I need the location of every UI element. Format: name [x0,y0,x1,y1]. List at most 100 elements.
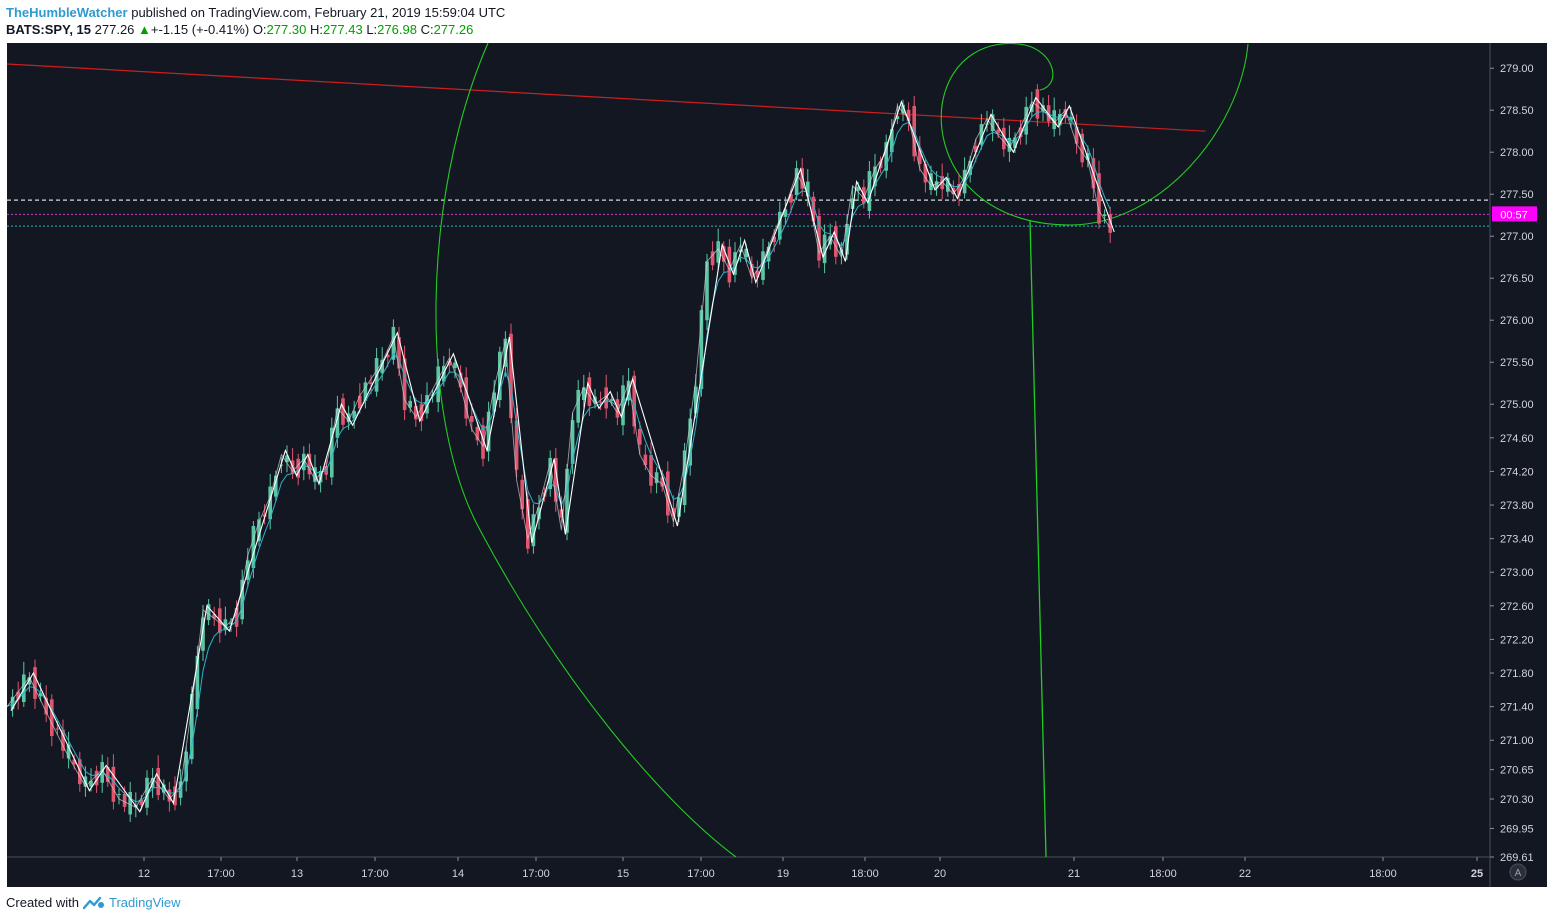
candle-body [766,246,771,262]
candle-body [890,129,894,153]
candle [117,788,121,805]
candle-body [122,793,127,807]
candle [475,421,480,446]
candle-body [369,382,373,385]
price-tick-label: 279.00 [1500,63,1534,75]
candle-body [61,729,65,751]
price-tick-label: 274.60 [1500,433,1534,445]
candle-body [554,457,558,502]
candle-body [716,241,720,263]
candle [570,412,575,474]
candle-body [257,519,261,542]
time-tick-label: 13 [291,868,303,880]
candle-body [447,360,452,366]
candle-body [363,382,368,401]
candle [957,174,961,206]
candle-body [867,171,872,212]
candle-body [1035,89,1040,119]
tradingview-link[interactable]: TradingView [108,895,181,910]
candle [358,383,362,414]
candle-body [397,337,401,369]
time-tick-label: 20 [934,868,946,880]
zigzag-line [10,96,1115,813]
resistance-trend-line [7,63,1206,132]
candle [223,606,228,636]
price-tick-label: 276.00 [1500,315,1534,327]
candle-body [537,507,541,520]
current-price-badge [1492,206,1537,222]
time-tick-label: 19 [777,868,789,880]
candle [61,719,65,759]
candle [453,357,457,379]
candle [201,604,205,661]
candle [240,569,244,625]
candle-body [475,426,480,441]
plot-area [7,43,1490,857]
candle-body [587,377,592,406]
candle [806,169,810,207]
candle-body [38,692,43,697]
candle [262,504,267,525]
auto-scale-button[interactable] [1509,863,1527,881]
candle-body [811,196,816,222]
candle-body [772,236,776,243]
candle [755,260,760,288]
candle [537,494,541,530]
candle-body [352,410,356,419]
price-tick-label: 276.50 [1500,273,1534,285]
price-tick-label: 278.00 [1500,147,1534,159]
candle-body [240,579,244,620]
time-tick-label: 17:00 [522,868,550,880]
last-price: 277.26 [94,22,135,37]
candle-body [699,310,704,390]
candle [330,417,334,485]
candle-body [206,604,211,621]
candle-body [492,392,496,412]
candle [705,253,709,331]
candle-body [934,181,939,189]
close-value: 277.26 [433,22,474,37]
candle-body [918,148,922,164]
candle-body [733,252,737,275]
candle-body [621,385,625,426]
author-link[interactable]: TheHumbleWatcher [6,5,128,20]
candle-body [503,338,508,367]
time-tick-label: 17:00 [207,868,235,880]
candle-body [923,163,928,183]
candle-body [307,453,312,475]
candle-body [895,116,900,120]
candle [576,379,580,428]
candle [106,757,110,787]
candle-body [156,767,160,796]
candle-body [794,168,799,196]
price-tick-label: 271.80 [1500,668,1534,680]
high-value: 277.43 [322,22,363,37]
candle-body [559,509,564,518]
candle [285,445,289,473]
symbol-name[interactable]: BATS:SPY, 15 [6,22,92,37]
candle-body [117,793,121,795]
candle [408,395,412,413]
candle [1058,108,1062,136]
time-tick-label: 17:00 [361,868,389,880]
price-tick-label: 269.95 [1500,823,1534,835]
candle [257,511,261,547]
candle [778,201,782,245]
candle-body [850,198,855,209]
auto-scale-label: A [1515,868,1522,879]
candle-body [50,699,54,737]
candle-body [710,251,715,266]
time-tick-label: 14 [452,868,464,880]
price-change: +-1.15 (+-0.41%) [150,22,250,37]
candle [341,393,345,430]
candle-body [778,211,782,240]
candle [212,606,216,626]
candle-body [139,799,144,806]
candle-body [1058,113,1062,126]
candle [363,377,368,409]
price-tick-label: 278.50 [1500,105,1534,117]
candle-body [531,514,536,547]
candle-body [111,766,116,802]
candle-body [649,455,653,486]
